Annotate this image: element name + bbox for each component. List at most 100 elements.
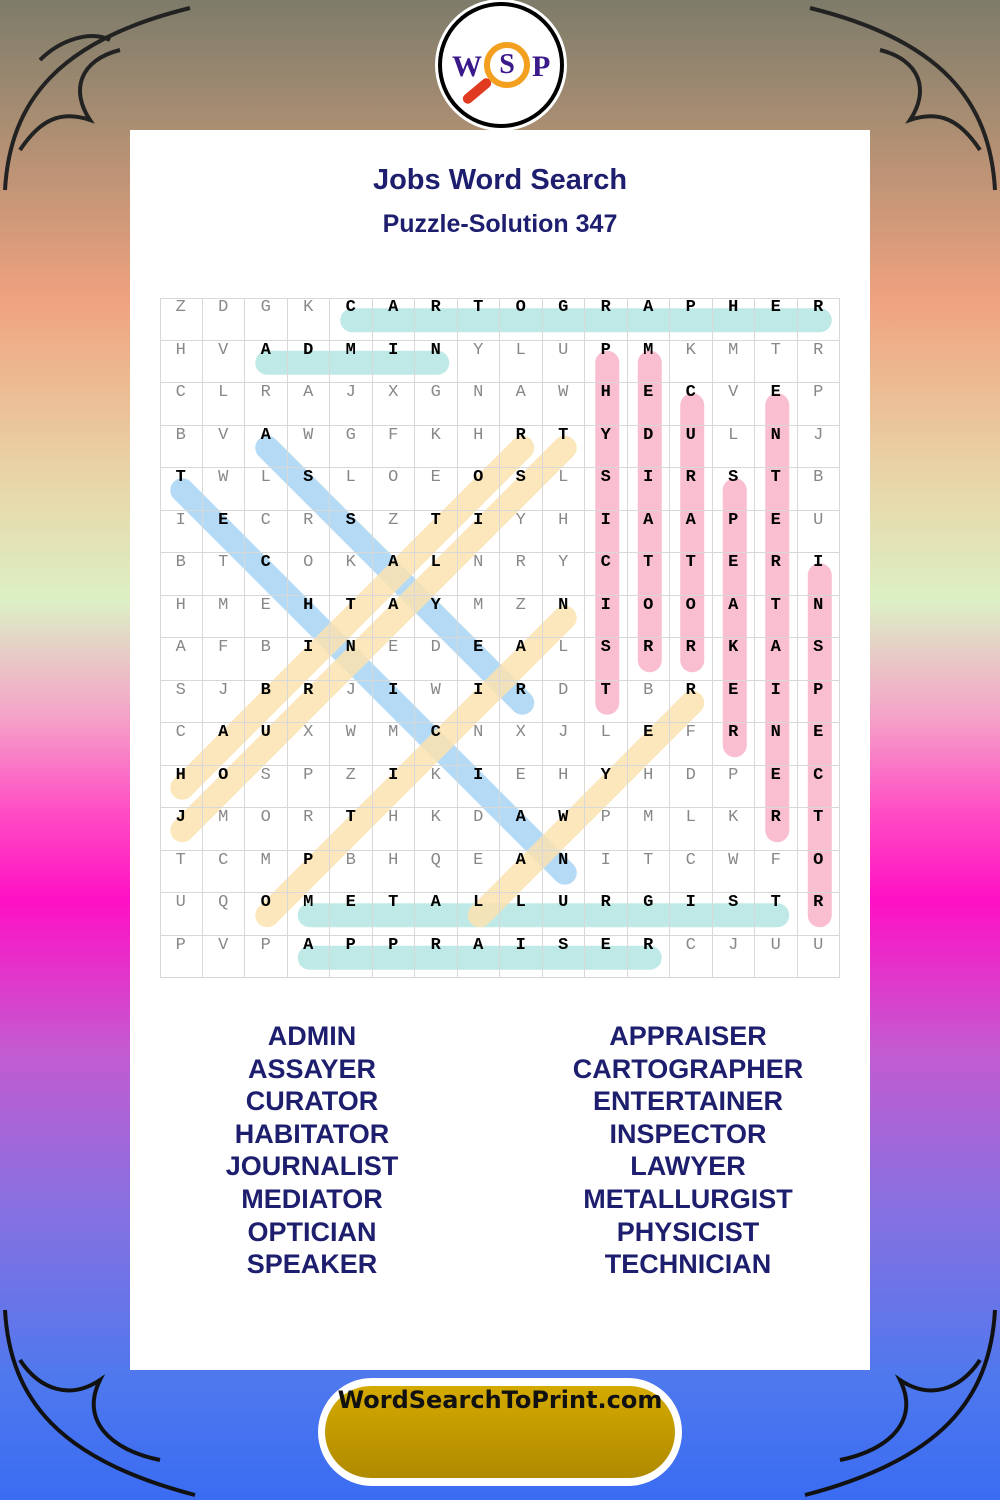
grid-cell[interactable]: A [755, 638, 798, 681]
grid-cell[interactable]: T [755, 340, 798, 383]
grid-cell[interactable]: R [287, 808, 330, 851]
grid-cell[interactable]: A [712, 595, 755, 638]
grid-cell[interactable]: C [245, 510, 288, 553]
grid-cell[interactable]: R [755, 808, 798, 851]
grid-cell[interactable]: H [712, 298, 755, 341]
grid-cell[interactable]: A [500, 850, 543, 893]
grid-cell[interactable]: A [500, 383, 543, 426]
grid-cell[interactable]: I [160, 510, 203, 553]
grid-cell[interactable]: D [287, 340, 330, 383]
grid-cell[interactable]: A [372, 553, 415, 596]
grid-cell[interactable]: Q [202, 893, 245, 936]
grid-cell[interactable]: C [330, 298, 373, 341]
grid-cell[interactable]: A [160, 638, 203, 681]
grid-cell[interactable]: E [500, 765, 543, 808]
grid-cell[interactable]: K [415, 425, 458, 468]
grid-cell[interactable]: T [670, 553, 713, 596]
grid-cell[interactable]: C [670, 850, 713, 893]
grid-cell[interactable]: C [797, 765, 840, 808]
grid-cell[interactable]: O [627, 595, 670, 638]
grid-cell[interactable]: N [797, 595, 840, 638]
grid-cell[interactable]: P [797, 680, 840, 723]
grid-cell[interactable]: J [160, 808, 203, 851]
grid-cell[interactable]: W [542, 383, 585, 426]
grid-cell[interactable]: J [330, 680, 373, 723]
grid-cell[interactable]: A [500, 808, 543, 851]
grid-cell[interactable]: F [670, 723, 713, 766]
grid-cell[interactable]: W [330, 723, 373, 766]
grid-cell[interactable]: P [585, 808, 628, 851]
grid-cell[interactable]: R [670, 680, 713, 723]
grid-cell[interactable]: X [287, 723, 330, 766]
grid-cell[interactable]: M [712, 340, 755, 383]
grid-cell[interactable]: H [457, 425, 500, 468]
grid-cell[interactable]: N [542, 595, 585, 638]
grid-cell[interactable]: T [755, 893, 798, 936]
grid-cell[interactable]: S [712, 893, 755, 936]
grid-cell[interactable]: R [755, 553, 798, 596]
grid-cell[interactable]: Y [457, 340, 500, 383]
grid-cell[interactable]: P [797, 383, 840, 426]
grid-cell[interactable]: R [415, 298, 458, 341]
grid-cell[interactable]: D [627, 425, 670, 468]
grid-cell[interactable]: D [202, 298, 245, 341]
grid-cell[interactable]: R [500, 553, 543, 596]
grid-cell[interactable]: D [542, 680, 585, 723]
grid-cell[interactable]: T [330, 808, 373, 851]
grid-cell[interactable]: J [330, 383, 373, 426]
grid-cell[interactable]: N [457, 553, 500, 596]
grid-cell[interactable]: Y [542, 553, 585, 596]
grid-cell[interactable]: P [712, 510, 755, 553]
grid-cell[interactable]: B [627, 680, 670, 723]
grid-cell[interactable]: R [287, 680, 330, 723]
grid-cell[interactable]: A [457, 935, 500, 978]
grid-cell[interactable]: S [585, 468, 628, 511]
grid-cell[interactable]: A [287, 935, 330, 978]
grid-cell[interactable]: G [330, 425, 373, 468]
grid-cell[interactable]: T [202, 553, 245, 596]
grid-cell[interactable]: O [797, 850, 840, 893]
grid-cell[interactable]: R [585, 298, 628, 341]
grid-cell[interactable]: I [585, 510, 628, 553]
grid-cell[interactable]: E [457, 638, 500, 681]
grid-cell[interactable]: J [542, 723, 585, 766]
grid-cell[interactable]: F [202, 638, 245, 681]
grid-cell[interactable]: K [712, 638, 755, 681]
grid-cell[interactable]: H [542, 765, 585, 808]
grid-cell[interactable]: A [372, 298, 415, 341]
grid-cell[interactable]: Y [415, 595, 458, 638]
grid-cell[interactable]: H [542, 510, 585, 553]
grid-cell[interactable]: S [330, 510, 373, 553]
grid-cell[interactable]: O [372, 468, 415, 511]
grid-cell[interactable]: P [372, 935, 415, 978]
grid-cell[interactable]: C [160, 723, 203, 766]
grid-cell[interactable]: B [245, 638, 288, 681]
grid-cell[interactable]: W [712, 850, 755, 893]
grid-cell[interactable]: C [160, 383, 203, 426]
grid-cell[interactable]: W [202, 468, 245, 511]
grid-cell[interactable]: M [372, 723, 415, 766]
grid-cell[interactable]: A [245, 340, 288, 383]
grid-cell[interactable]: R [500, 425, 543, 468]
grid-cell[interactable]: E [457, 850, 500, 893]
grid-cell[interactable]: B [797, 468, 840, 511]
grid-cell[interactable]: U [797, 510, 840, 553]
grid-cell[interactable]: P [585, 340, 628, 383]
grid-cell[interactable]: O [245, 893, 288, 936]
grid-cell[interactable]: D [670, 765, 713, 808]
grid-cell[interactable]: X [500, 723, 543, 766]
grid-cell[interactable]: E [755, 383, 798, 426]
grid-cell[interactable]: M [457, 595, 500, 638]
grid-cell[interactable]: R [712, 723, 755, 766]
grid-cell[interactable]: V [712, 383, 755, 426]
grid-cell[interactable]: M [202, 595, 245, 638]
grid-cell[interactable]: P [160, 935, 203, 978]
grid-cell[interactable]: L [415, 553, 458, 596]
grid-cell[interactable]: R [627, 935, 670, 978]
grid-cell[interactable]: P [245, 935, 288, 978]
grid-cell[interactable]: C [245, 553, 288, 596]
grid-cell[interactable]: S [712, 468, 755, 511]
grid-cell[interactable]: E [755, 298, 798, 341]
grid-cell[interactable]: S [245, 765, 288, 808]
grid-cell[interactable]: Z [372, 510, 415, 553]
